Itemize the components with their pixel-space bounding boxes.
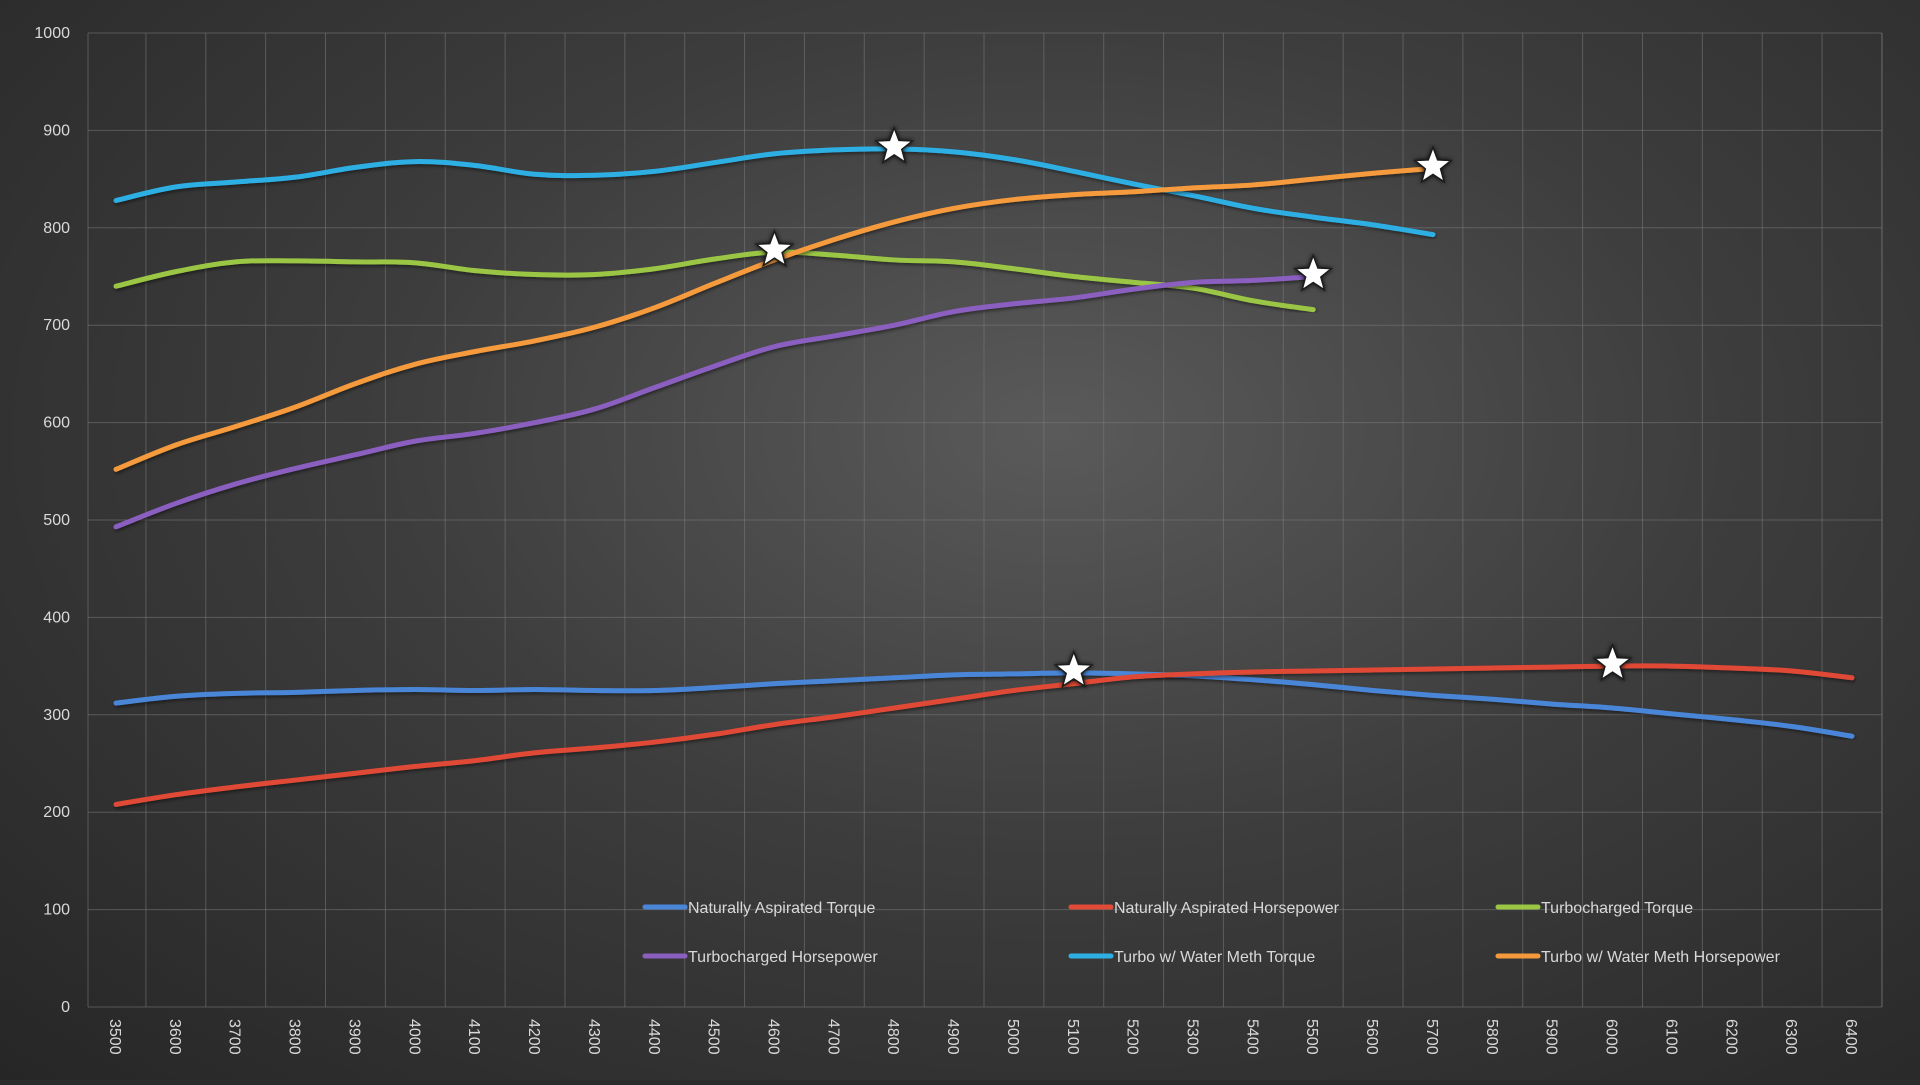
series-line-turbo-w-water-meth-torque bbox=[113, 146, 1436, 238]
y-tick-label: 1000 bbox=[34, 25, 70, 42]
legend-item-naturally-aspirated-horsepower: Naturally Aspirated Horsepower bbox=[1068, 900, 1340, 917]
legend-item-turbocharged-torque: Turbocharged Torque bbox=[1495, 900, 1693, 917]
x-tick-label: 6000 bbox=[1603, 1019, 1620, 1055]
series-line-turbocharged-horsepower bbox=[113, 274, 1316, 530]
y-tick-label: 500 bbox=[43, 512, 70, 529]
x-tick-label: 5700 bbox=[1423, 1019, 1440, 1055]
peak-star-marker bbox=[1412, 145, 1454, 184]
legend-item-turbo-w-water-meth-torque: Turbo w/ Water Meth Torque bbox=[1068, 949, 1315, 966]
legend-item-turbo-w-water-meth-horsepower: Turbo w/ Water Meth Horsepower bbox=[1495, 949, 1781, 966]
x-tick-label: 5800 bbox=[1483, 1019, 1500, 1055]
legend-label: Naturally Aspirated Torque bbox=[688, 900, 875, 917]
legend-label: Turbo w/ Water Meth Torque bbox=[1114, 949, 1315, 966]
x-tick-label: 4400 bbox=[645, 1019, 662, 1055]
x-tick-label: 4800 bbox=[884, 1019, 901, 1055]
y-tick-label: 400 bbox=[43, 609, 70, 626]
x-tick-label: 4300 bbox=[585, 1019, 602, 1055]
y-tick-label: 700 bbox=[43, 317, 70, 334]
x-tick-label: 6300 bbox=[1782, 1019, 1799, 1055]
x-tick-label: 3600 bbox=[166, 1019, 183, 1055]
x-tick-label: 5400 bbox=[1243, 1019, 1260, 1055]
x-tick-label: 5600 bbox=[1363, 1019, 1380, 1055]
x-tick-label: 4900 bbox=[944, 1019, 961, 1055]
grid bbox=[87, 32, 1883, 1008]
peak-star-marker bbox=[1053, 649, 1094, 689]
x-tick-label: 6200 bbox=[1722, 1019, 1739, 1055]
x-tick-label: 4200 bbox=[525, 1019, 542, 1055]
series-line-naturally-aspirated-horsepower bbox=[113, 663, 1855, 807]
x-tick-label: 3500 bbox=[106, 1019, 123, 1055]
x-tick-label: 5900 bbox=[1543, 1019, 1560, 1055]
x-tick-label: 6100 bbox=[1662, 1019, 1679, 1055]
legend-label: Turbocharged Torque bbox=[1541, 900, 1693, 917]
x-tick-label: 3900 bbox=[345, 1019, 362, 1055]
series-line-turbo-w-water-meth-horsepower bbox=[113, 165, 1436, 472]
y-tick-label: 900 bbox=[43, 122, 70, 139]
legend-label: Naturally Aspirated Horsepower bbox=[1114, 900, 1340, 917]
x-tick-label: 5100 bbox=[1064, 1019, 1081, 1055]
y-tick-label: 200 bbox=[43, 804, 70, 821]
x-axis: 3500 3600 3700 3800 3900 4000 4100 4200 4300 4400… bbox=[106, 1019, 1859, 1055]
peak-star-marker bbox=[1293, 253, 1334, 292]
legend-item-naturally-aspirated-torque: Naturally Aspirated Torque bbox=[642, 900, 875, 917]
x-tick-label: 5200 bbox=[1124, 1019, 1141, 1055]
series-lines bbox=[113, 146, 1855, 807]
series-line-turbocharged-torque bbox=[113, 249, 1316, 313]
x-tick-label: 5300 bbox=[1184, 1019, 1201, 1055]
x-tick-label: 4500 bbox=[705, 1019, 722, 1055]
x-tick-label: 3700 bbox=[226, 1019, 243, 1055]
x-tick-label: 4600 bbox=[764, 1019, 781, 1055]
legend-label: Turbocharged Horsepower bbox=[688, 949, 878, 966]
y-tick-label: 800 bbox=[43, 220, 70, 237]
peak-star-marker bbox=[754, 229, 795, 268]
y-tick-label: 600 bbox=[43, 415, 70, 432]
legend-label: Turbo w/ Water Meth Horsepower bbox=[1541, 949, 1781, 966]
series-line-naturally-aspirated-torque bbox=[113, 670, 1855, 739]
peak-markers bbox=[754, 125, 1633, 689]
x-tick-label: 6400 bbox=[1842, 1019, 1859, 1055]
x-tick-label: 5000 bbox=[1004, 1019, 1021, 1055]
y-tick-label: 100 bbox=[43, 902, 70, 919]
y-axis: 0 100 200 300 400 500 600 700 800 900 1000 bbox=[34, 25, 70, 1016]
legend-item-turbocharged-horsepower: Turbocharged Horsepower bbox=[642, 949, 878, 966]
y-tick-label: 0 bbox=[61, 999, 70, 1016]
x-tick-label: 4700 bbox=[824, 1019, 841, 1055]
x-tick-label: 4100 bbox=[465, 1019, 482, 1055]
legend: Naturally Aspirated Torque Naturally Aspi… bbox=[642, 900, 1781, 966]
x-tick-label: 3800 bbox=[286, 1019, 303, 1055]
peak-star-marker bbox=[874, 125, 915, 165]
peak-star-marker bbox=[1592, 642, 1633, 682]
y-tick-label: 300 bbox=[43, 707, 70, 724]
x-tick-label: 5500 bbox=[1303, 1019, 1320, 1055]
x-tick-label: 4000 bbox=[405, 1019, 422, 1055]
